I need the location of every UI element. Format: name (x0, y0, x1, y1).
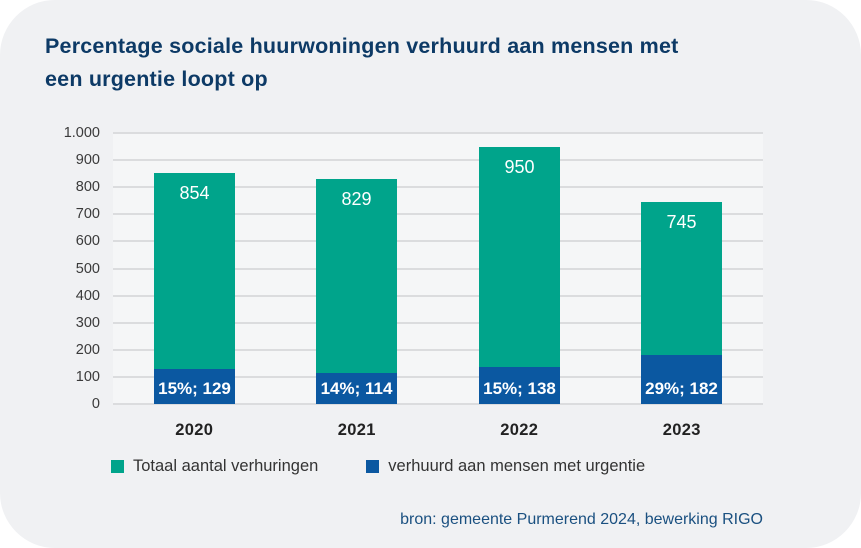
bar-2023: 745 29%; 182 (641, 202, 722, 404)
x-tick-label-2022: 2022 (500, 421, 539, 439)
chart-title-line1: Percentage sociale huurwoningen verhuurd… (45, 34, 679, 58)
gridline-600 (113, 240, 763, 242)
x-tick-label-2023: 2023 (662, 421, 701, 439)
legend-swatch-blue-icon (366, 460, 380, 473)
bar-urgentie-segment: 29%; 182 (641, 355, 722, 404)
y-tick-label: 900 (75, 152, 100, 169)
y-tick-label: 500 (75, 260, 100, 277)
chart-title-line2: een urgentie loopt op (45, 67, 268, 91)
bar-total-value: 854 (179, 183, 210, 203)
bar-urgentie-segment: 15%; 138 (479, 367, 560, 404)
x-tick-label-2020: 2020 (175, 421, 214, 439)
y-tick-label: 0 (91, 396, 100, 412)
y-tick-label: 100 (75, 368, 100, 385)
gridline-1.000 (113, 132, 763, 134)
legend-label-urgentie: verhuurd aan mensen met urgentie (388, 457, 646, 475)
gridline-400 (113, 295, 763, 297)
bar-urgentie-label: 14%; 114 (320, 379, 393, 398)
x-tick-label-2021: 2021 (337, 421, 376, 439)
y-tick-label: 800 (75, 179, 100, 196)
bar-2020: 854 15%; 129 (154, 173, 235, 404)
bar-total-value: 950 (504, 157, 535, 177)
legend-item-urgentie: verhuurd aan mensen met urgentie (366, 457, 645, 476)
gridline-300 (113, 322, 763, 324)
y-tick-label: 300 (75, 314, 100, 331)
gridline-500 (113, 268, 763, 270)
chart-title: Percentage sociale huurwoningen verhuurd… (45, 30, 765, 96)
bar-urgentie-label: 29%; 182 (645, 379, 718, 398)
source-caption: bron: gemeente Purmerend 2024, bewerking… (400, 511, 763, 528)
y-tick-label: 1.000 (63, 125, 100, 141)
bar-urgentie-segment: 14%; 114 (316, 373, 397, 404)
bar-urgentie-label: 15%; 129 (158, 379, 231, 398)
legend-item-totaal: Totaal aantal verhuringen (111, 457, 318, 476)
legend: Totaal aantal verhuringen verhuurd aan m… (111, 457, 645, 476)
gridline-700 (113, 213, 763, 215)
bar-total-value: 829 (341, 189, 372, 209)
bar-urgentie-label: 15%; 138 (483, 379, 556, 398)
y-tick-label: 700 (75, 206, 100, 223)
legend-label-totaal: Totaal aantal verhuringen (133, 457, 319, 475)
gridline-800 (113, 186, 763, 188)
gridline-900 (113, 159, 763, 161)
legend-swatch-teal-icon (111, 460, 124, 473)
bar-urgentie-segment: 15%; 129 (154, 369, 235, 404)
bar-2021: 829 14%; 114 (316, 179, 397, 404)
y-tick-label: 400 (75, 287, 100, 304)
gridline-100 (113, 376, 763, 378)
bar-total-value: 745 (666, 212, 697, 232)
plot-area: 854 15%; 129 829 14%; 114 950 15%; 138 745 29%;… (113, 132, 763, 405)
bar-2022: 950 15%; 138 (479, 147, 560, 404)
gridline-0 (113, 403, 763, 405)
y-tick-label: 200 (75, 341, 100, 358)
y-tick-label: 600 (75, 233, 100, 250)
gridline-200 (113, 349, 763, 351)
